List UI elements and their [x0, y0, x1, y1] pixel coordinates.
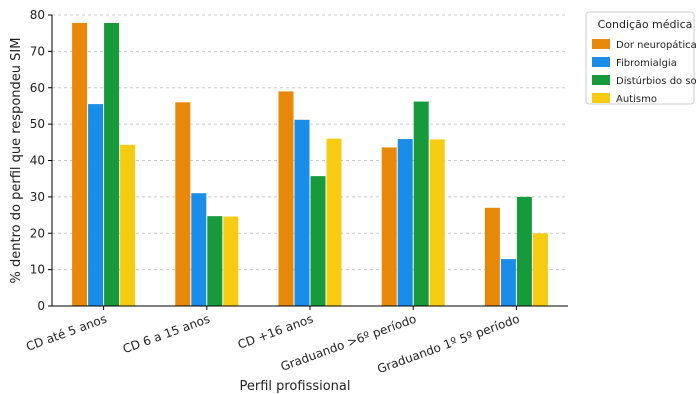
bar	[88, 104, 104, 307]
bar	[397, 139, 413, 306]
y-tick-label: 50	[30, 117, 45, 131]
grid-lines	[52, 14, 568, 271]
y-tick-label: 70	[30, 44, 45, 58]
bar	[175, 102, 191, 306]
bar	[120, 144, 136, 306]
bar	[326, 138, 342, 306]
bars	[72, 23, 548, 307]
legend-swatch	[592, 93, 610, 103]
legend-label: Fibromialgia	[616, 58, 677, 69]
bar	[104, 23, 120, 306]
bar	[484, 207, 500, 306]
legend-label: Dor neuropática	[616, 39, 696, 51]
bar	[516, 196, 532, 306]
bar	[429, 139, 445, 306]
y-axis-title: % dentro do perfil que respondeu SIM	[9, 38, 24, 284]
y-tick-label: 10	[30, 263, 45, 277]
bar	[191, 193, 207, 306]
legend-label: Distúrbios do sono	[616, 75, 696, 87]
bar	[223, 216, 239, 306]
legend-swatch	[592, 57, 610, 67]
legend-label: Autismo	[616, 94, 657, 105]
y-tick-label: 40	[30, 154, 45, 168]
bar	[294, 119, 310, 306]
bar	[381, 147, 397, 306]
legend-swatch	[592, 39, 610, 49]
y-tick-label: 0	[37, 299, 45, 313]
bar	[413, 101, 429, 306]
x-tick-label: CD 6 a 15 anos	[121, 312, 212, 357]
bar	[207, 216, 223, 306]
legend-title: Condição médica	[598, 18, 693, 31]
bar	[310, 176, 326, 306]
y-tick-label: 20	[30, 226, 45, 240]
bar	[278, 91, 294, 306]
bar	[532, 233, 548, 306]
legend-swatch	[592, 75, 610, 85]
bar	[500, 259, 516, 306]
x-tick-labels: CD até 5 anos CD 6 a 15 anos CD +16 anosGr…	[24, 306, 521, 376]
y-tick-label: 80	[30, 8, 45, 22]
x-tick-label: CD até 5 anos	[24, 312, 108, 354]
y-tick-labels: 0 10 20 30 40 50 60 70 80	[30, 8, 52, 313]
x-tick-label: CD +16 anos	[236, 312, 315, 352]
legend-items: Dor neuropática Fibromialgia Distúrbios do…	[592, 39, 696, 105]
legend-box	[585, 11, 695, 105]
x-axis-title: Perfil profissional	[239, 379, 350, 394]
y-tick-label: 30	[30, 190, 45, 204]
legend: Condição médica Dor neuropática Fibromial…	[585, 11, 696, 105]
bar	[72, 23, 88, 306]
y-tick-label: 60	[30, 81, 45, 95]
